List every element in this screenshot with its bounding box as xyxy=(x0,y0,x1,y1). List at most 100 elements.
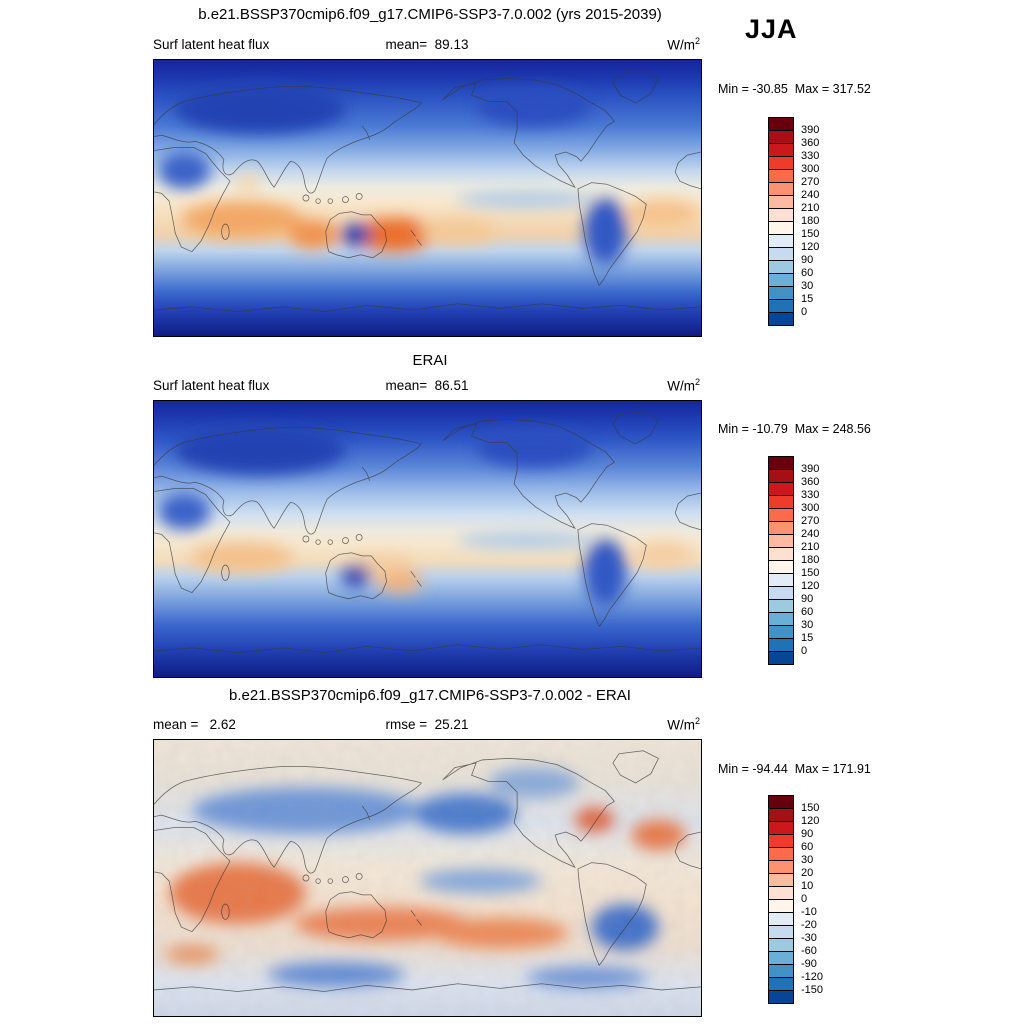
units-exponent: 2 xyxy=(694,716,700,726)
colorbar-segment xyxy=(768,521,794,535)
colorbar-segment xyxy=(768,847,794,861)
colorbar-segment xyxy=(768,195,794,209)
colorbar-segment xyxy=(768,247,794,261)
colorbar-segment xyxy=(768,795,794,809)
colorbar-stack xyxy=(768,117,794,326)
colorbar-segment xyxy=(768,586,794,600)
units-base: W/m xyxy=(667,378,695,394)
colorbar-segment xyxy=(768,273,794,287)
colorbar-segment xyxy=(768,860,794,874)
panel2-colorbar: 390 360 330 300 270 240 210 180 150 120 90 60 30 15 0 xyxy=(768,456,819,665)
colorbar-tick-label: 390 xyxy=(801,463,820,475)
colorbar-segment xyxy=(768,156,794,170)
colorbar-tick-label: 120 xyxy=(801,241,820,253)
colorbar-tick-label: 210 xyxy=(801,541,820,553)
colorbar-segment xyxy=(768,990,794,1004)
colorbar-tick-label: -120 xyxy=(801,971,824,983)
colorbar-tick-label: -90 xyxy=(801,958,817,970)
colorbar-segment xyxy=(768,899,794,913)
panel3-map-svg xyxy=(154,740,701,1016)
colorbar-segment xyxy=(768,469,794,483)
colorbar-segment xyxy=(768,599,794,613)
units-exponent: 2 xyxy=(694,36,700,46)
colorbar-stack xyxy=(768,795,794,1004)
colorbar-segment xyxy=(768,169,794,183)
colorbar-segment xyxy=(768,117,794,131)
colorbar-segment xyxy=(768,873,794,887)
colorbar-tick-label: 300 xyxy=(801,163,820,175)
panel3-title: b.e21.BSSP370cmip6.f09_g17.CMIP6-SSP3-7.… xyxy=(229,687,631,704)
colorbar-segment xyxy=(768,821,794,835)
colorbar-segment xyxy=(768,560,794,574)
panel2-field-label: Surf latent heat flux xyxy=(153,378,270,393)
colorbar-tick-label: 390 xyxy=(801,124,820,136)
panel1-minmax: Min = -30.85 Max = 317.52 xyxy=(718,82,871,96)
colorbar-tick-label: 0 xyxy=(801,306,808,318)
colorbar-tick-label: 240 xyxy=(801,189,820,201)
colorbar-tick-label: 60 xyxy=(801,841,814,853)
colorbar-tick-label: 60 xyxy=(801,606,814,618)
units-exponent: 2 xyxy=(694,377,700,387)
panel1-units-label: W/m2 xyxy=(630,36,700,53)
colorbar-segment xyxy=(768,182,794,196)
colorbar-tick-label: 210 xyxy=(801,202,820,214)
colorbar-segment xyxy=(768,130,794,144)
colorbar-tick-label: 10 xyxy=(801,880,814,892)
colorbar-segment xyxy=(768,925,794,939)
panel2-minmax: Min = -10.79 Max = 248.56 xyxy=(718,422,871,436)
panel3-mean-value: mean = 2.62 xyxy=(153,717,236,732)
colorbar-segment xyxy=(768,299,794,313)
colorbar-tick-label: -10 xyxy=(801,906,817,918)
colorbar-tick-label: 15 xyxy=(801,293,814,305)
colorbar-segment xyxy=(768,208,794,222)
colorbar-segment xyxy=(768,834,794,848)
panel1-map-model xyxy=(153,59,702,337)
colorbar-segment xyxy=(768,482,794,496)
panel1-colorbar: 390 360 330 300 270 240 210 180 150 120 90 60 30 15 0 xyxy=(768,117,819,326)
colorbar-segment xyxy=(768,573,794,587)
units-base: W/m xyxy=(667,717,695,733)
panel3-minmax: Min = -94.44 Max = 171.91 xyxy=(718,762,871,776)
colorbar-tick-label: 120 xyxy=(801,580,820,592)
colorbar-tick-label: 0 xyxy=(801,893,808,905)
colorbar-segment xyxy=(768,534,794,548)
panel2-units-label: W/m2 xyxy=(630,377,700,394)
colorbar-tick-label: 0 xyxy=(801,645,808,657)
colorbar-segment xyxy=(768,651,794,665)
colorbar-tick-label: 90 xyxy=(801,254,814,266)
colorbar-tick-label: -150 xyxy=(801,984,824,996)
colorbar-segment xyxy=(768,938,794,952)
colorbar-tick-label: 270 xyxy=(801,176,820,188)
colorbar-tick-label: 360 xyxy=(801,476,820,488)
colorbar-segment xyxy=(768,221,794,235)
colorbar-tick-label: 150 xyxy=(801,567,820,579)
colorbar-tick-label: 20 xyxy=(801,867,814,879)
colorbar-tick-label: 150 xyxy=(801,228,820,240)
colorbar-tick-label: 150 xyxy=(801,802,820,814)
colorbar-tick-label: 30 xyxy=(801,280,814,292)
colorbar-tick-label: 300 xyxy=(801,502,820,514)
units-base: W/m xyxy=(667,37,695,53)
panel3-units-label: W/m2 xyxy=(630,716,700,733)
colorbar-segment xyxy=(768,508,794,522)
colorbar-tick-label: -60 xyxy=(801,945,817,957)
colorbar-tick-label: 60 xyxy=(801,267,814,279)
colorbar-tick-label: 360 xyxy=(801,137,820,149)
panel2-map-svg xyxy=(154,401,701,677)
colorbar-tick-label: 330 xyxy=(801,489,820,501)
colorbar-segment xyxy=(768,912,794,926)
colorbar-tick-label: 90 xyxy=(801,828,814,840)
colorbar-segment xyxy=(768,234,794,248)
colorbar-segment xyxy=(768,964,794,978)
colorbar-segment xyxy=(768,625,794,639)
colorbar-stack xyxy=(768,456,794,665)
colorbar-tick-label: -30 xyxy=(801,932,817,944)
colorbar-segment xyxy=(768,951,794,965)
colorbar-tick-label: 330 xyxy=(801,150,820,162)
colorbar-segment xyxy=(768,612,794,626)
colorbar-tick-label: 180 xyxy=(801,554,820,566)
panel1-title: b.e21.BSSP370cmip6.f09_g17.CMIP6-SSP3-7.… xyxy=(198,6,662,23)
panel2-title: ERAI xyxy=(412,352,448,369)
colorbar-segment xyxy=(768,638,794,652)
season-label: JJA xyxy=(745,14,798,44)
